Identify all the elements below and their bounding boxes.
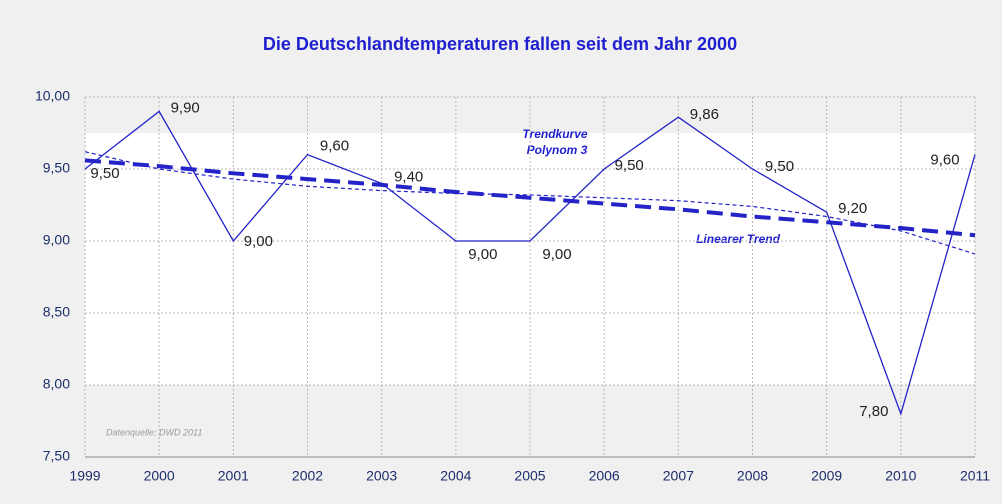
x-tick-label: 2004 xyxy=(440,468,471,484)
x-tick-label: 2000 xyxy=(144,468,175,484)
x-tick-label: 2003 xyxy=(366,468,397,484)
y-tick-label: 9,50 xyxy=(43,160,70,176)
series-line xyxy=(84,151,976,255)
x-tick-label: 2008 xyxy=(737,468,768,484)
data-label: 9,90 xyxy=(171,99,200,116)
annotation: Linearer Trend xyxy=(696,232,780,246)
data-label: 9,20 xyxy=(838,200,867,217)
data-label: 9,00 xyxy=(542,246,571,263)
x-tick-label: 2006 xyxy=(589,468,620,484)
x-tick-label: 2002 xyxy=(292,468,323,484)
data-label: 9,40 xyxy=(394,168,423,185)
series-line xyxy=(84,158,976,238)
y-tick-label: 8,00 xyxy=(43,376,70,392)
data-label: 9,86 xyxy=(690,106,719,123)
data-label: 9,00 xyxy=(244,233,273,250)
data-label: 9,60 xyxy=(320,138,349,155)
x-tick-label: 2011 xyxy=(960,468,990,484)
x-tick-label: 2007 xyxy=(663,468,694,484)
annotation: Polynom 3 xyxy=(527,143,588,157)
chart-title: Die Deutschlandtemperaturen fallen seit … xyxy=(263,34,737,54)
x-tick-label: 2005 xyxy=(514,468,545,484)
y-tick-label: 9,00 xyxy=(43,232,70,248)
y-tick-label: 10,00 xyxy=(35,88,70,104)
y-tick-label: 8,50 xyxy=(43,304,70,320)
x-tick-label: 2001 xyxy=(218,468,249,484)
data-label: 9,50 xyxy=(615,157,644,174)
y-tick-label: 7,50 xyxy=(43,448,70,464)
data-label: 9,00 xyxy=(468,246,497,263)
x-tick-label: 1999 xyxy=(69,468,100,484)
data-label: 9,60 xyxy=(930,152,959,169)
source-note: Datenquelle: DWD 2011 xyxy=(106,427,202,437)
data-label: 9,50 xyxy=(765,158,794,175)
x-tick-label: 2010 xyxy=(885,468,916,484)
annotation: Trendkurve xyxy=(522,127,587,141)
x-tick-label: 2009 xyxy=(811,468,842,484)
data-label: 9,50 xyxy=(90,165,119,182)
data-label: 7,80 xyxy=(859,403,888,420)
series-line xyxy=(84,110,976,416)
